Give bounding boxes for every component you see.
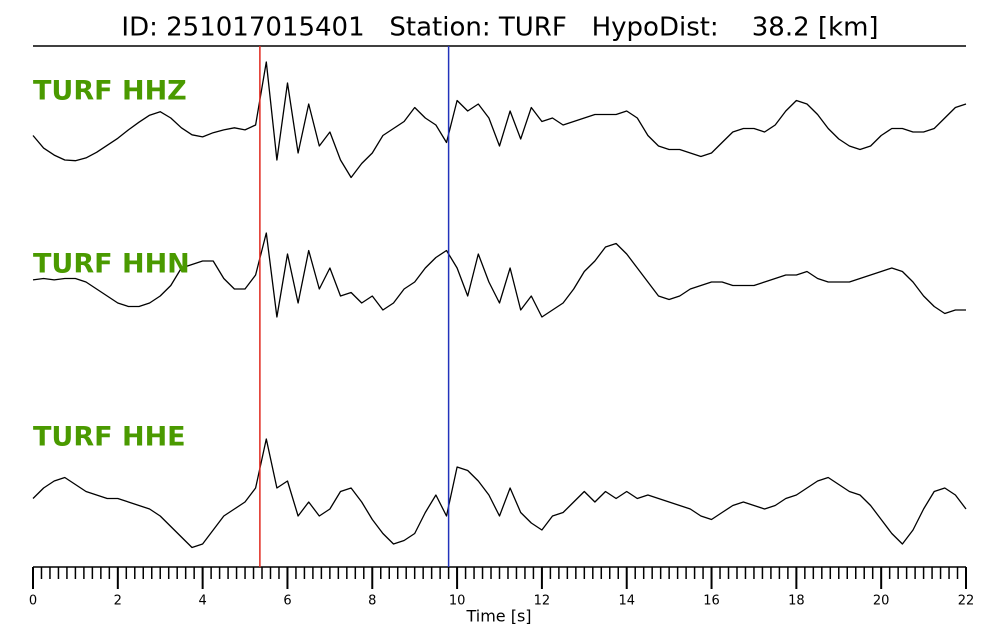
x-tick-label: 4	[198, 594, 206, 609]
x-tick-label: 18	[788, 594, 805, 609]
x-tick-label: 22	[958, 594, 975, 609]
trace	[32, 438, 967, 549]
x-tick-label: 2	[114, 594, 122, 609]
x-tick-label: 16	[703, 594, 720, 609]
trace-label: TURF HHE	[33, 422, 186, 453]
x-tick-label: 20	[873, 594, 890, 609]
x-tick-label: 8	[368, 594, 376, 609]
trace	[32, 232, 966, 318]
trace	[32, 61, 967, 179]
x-tick-label: 6	[283, 594, 291, 609]
x-tick-label: 14	[618, 594, 635, 609]
trace-label: TURF HHZ	[33, 76, 187, 107]
trace-label: TURF HHN	[33, 249, 190, 280]
x-axis-label: Time [s]	[465, 607, 531, 626]
x-tick-label: 12	[534, 594, 551, 609]
x-tick-label: 10	[449, 594, 466, 609]
chart-title: ID: 251017015401 Station: TURF HypoDist:…	[121, 13, 878, 43]
x-tick-label: 0	[29, 594, 37, 609]
